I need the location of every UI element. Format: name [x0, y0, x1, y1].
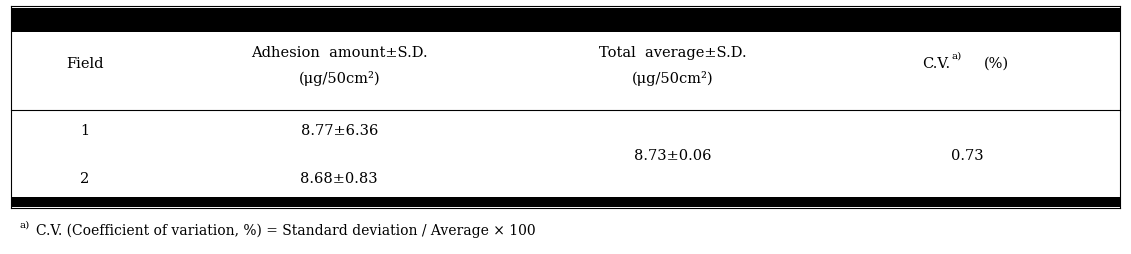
Text: a): a): [951, 51, 961, 60]
Text: 8.77±6.36: 8.77±6.36: [301, 124, 378, 138]
Text: 0.73: 0.73: [951, 149, 983, 163]
Text: (μg/50cm²): (μg/50cm²): [299, 71, 380, 86]
Text: Adhesion  amount±S.D.: Adhesion amount±S.D.: [251, 46, 428, 60]
Text: 8.73±0.06: 8.73±0.06: [634, 149, 711, 163]
Text: C.V. (Coefficient of variation, %) = Standard deviation / Average × 100: C.V. (Coefficient of variation, %) = Sta…: [36, 224, 536, 238]
Text: Field: Field: [66, 56, 104, 71]
Text: C.V.: C.V.: [922, 56, 950, 71]
Text: Total  average±S.D.: Total average±S.D.: [599, 46, 746, 60]
Text: (%): (%): [984, 56, 1009, 71]
Text: (μg/50cm²): (μg/50cm²): [632, 71, 714, 86]
Text: a): a): [19, 220, 29, 229]
Text: 8.68±0.83: 8.68±0.83: [301, 172, 378, 186]
Text: 1: 1: [80, 124, 89, 138]
Text: 2: 2: [80, 172, 89, 186]
